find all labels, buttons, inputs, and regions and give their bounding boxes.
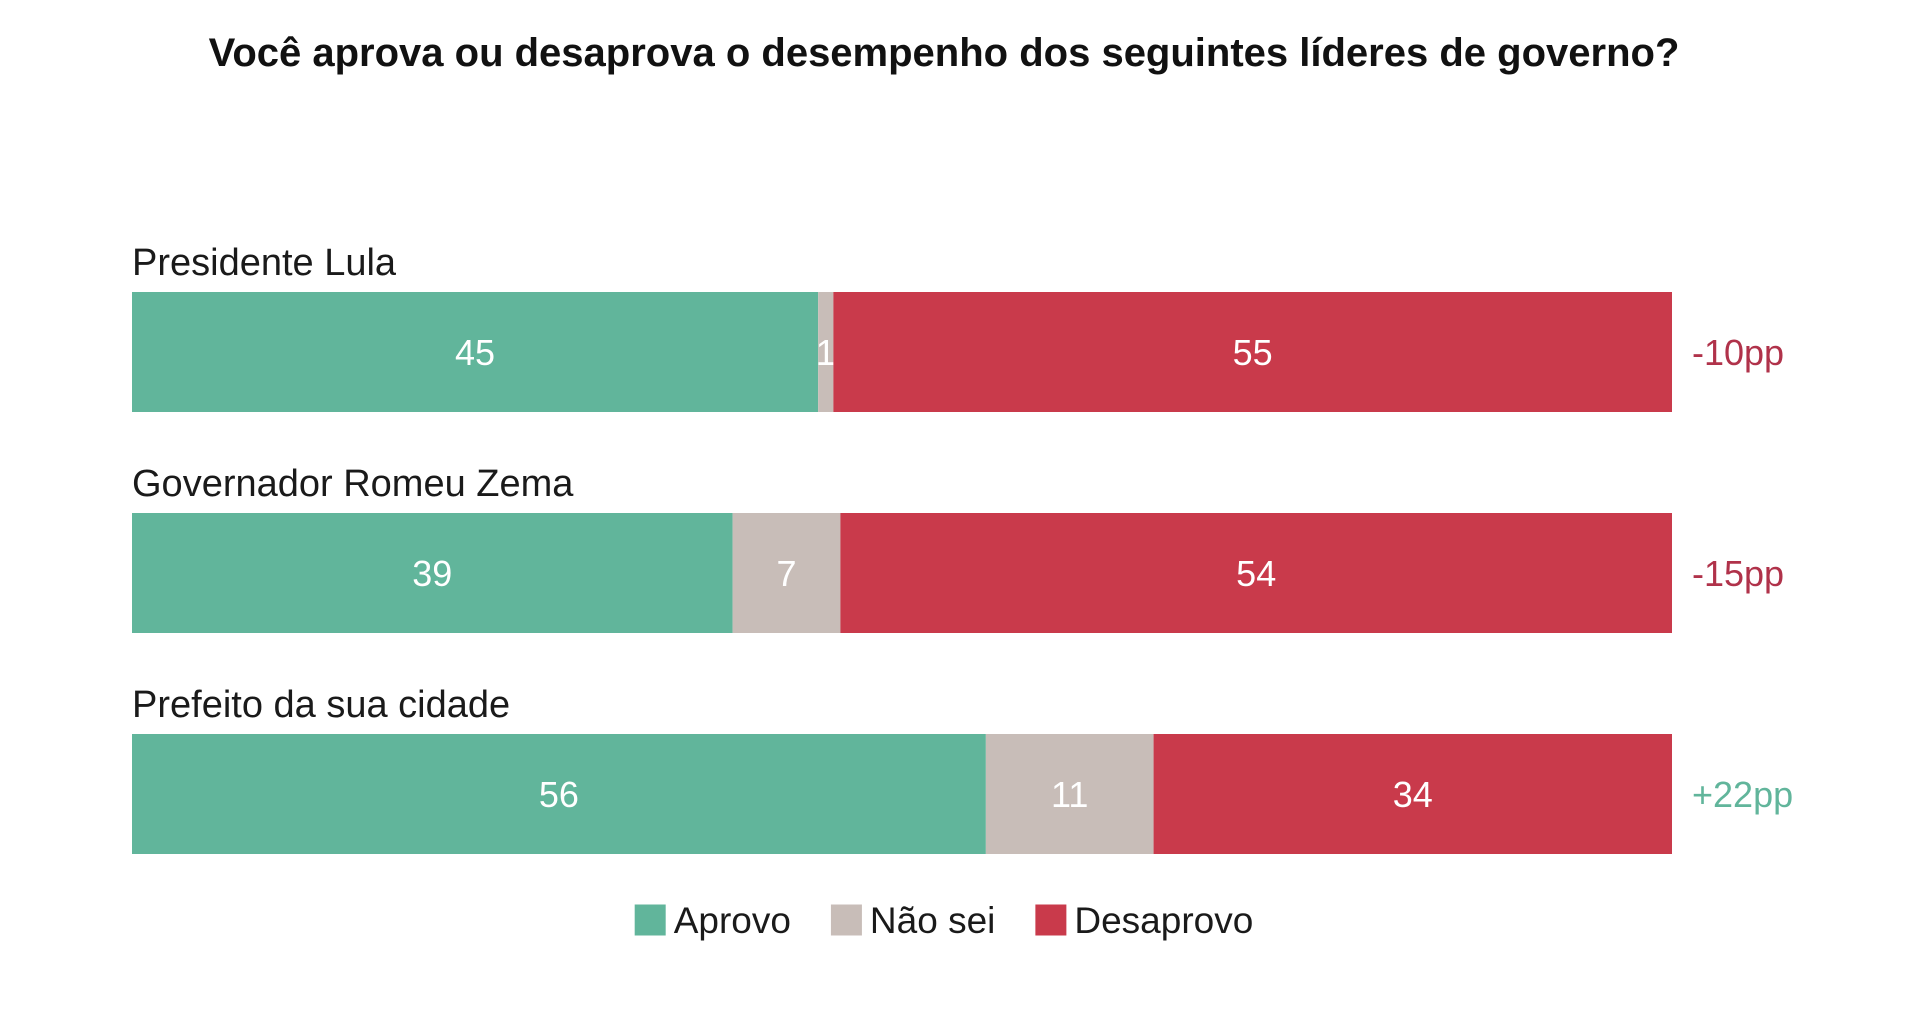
bar-row: Presidente Lula 45 1 55 -10pp xyxy=(132,242,1784,412)
bar-segment-aprovo xyxy=(132,513,733,633)
legend-item: Desaprovo xyxy=(1035,900,1253,941)
legend-swatch xyxy=(1035,904,1067,936)
bar-segment-desaprovo xyxy=(840,513,1672,633)
legend-swatch xyxy=(634,904,666,936)
data-label: 55 xyxy=(1233,332,1273,373)
bar-segment-n-o-sei xyxy=(732,513,841,633)
legend: Aprovo Não sei Desaprovo xyxy=(634,900,1253,941)
legend-label: Aprovo xyxy=(674,900,791,941)
row-label: Presidente Lula xyxy=(132,242,397,284)
net-difference-label: -15pp xyxy=(1692,553,1784,594)
legend-item: Não sei xyxy=(830,900,995,941)
bar-segment-desaprovo xyxy=(1153,734,1672,854)
bar-segment-aprovo xyxy=(132,734,986,854)
chart-title: Você aprova ou desaprova o desempenho do… xyxy=(209,31,1680,75)
data-label: 54 xyxy=(1236,553,1276,594)
bar-rows: Presidente Lula 45 1 55 -10pp Governador Rome… xyxy=(132,242,1793,854)
data-label: 11 xyxy=(1051,774,1088,815)
data-label: 7 xyxy=(776,553,796,594)
bar-segment-aprovo xyxy=(132,292,819,412)
bar-row: Prefeito da sua cidade 56 11 34 +22pp xyxy=(132,684,1793,854)
row-label: Prefeito da sua cidade xyxy=(132,684,510,726)
bar-segment-desaprovo xyxy=(833,292,1672,412)
data-label: 34 xyxy=(1393,774,1433,815)
bar-segment-n-o-sei xyxy=(985,734,1154,854)
legend-label: Não sei xyxy=(870,900,995,941)
legend-item: Aprovo xyxy=(634,900,791,941)
legend-swatch xyxy=(830,904,862,936)
bar-row: Governador Romeu Zema 39 7 54 -15pp xyxy=(132,463,1784,633)
legend-label: Desaprovo xyxy=(1074,900,1253,941)
row-label: Governador Romeu Zema xyxy=(132,463,574,505)
net-difference-label: +22pp xyxy=(1692,774,1793,815)
data-label: 1 xyxy=(816,332,836,373)
net-difference-label: -10pp xyxy=(1692,332,1784,373)
data-label: 39 xyxy=(412,553,452,594)
data-label: 56 xyxy=(539,774,579,815)
bar-segment-n-o-sei xyxy=(818,292,834,412)
data-label: 45 xyxy=(455,332,495,373)
